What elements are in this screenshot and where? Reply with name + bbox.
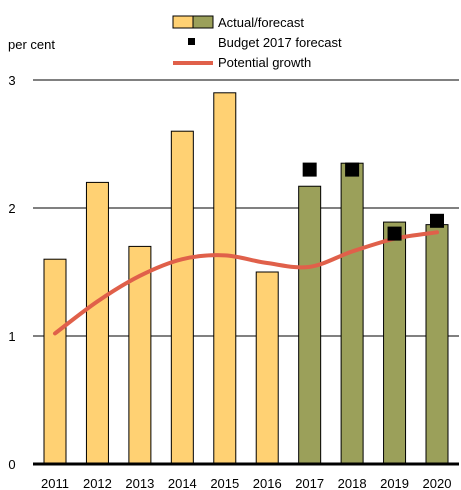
budget-marker-2017	[302, 162, 317, 177]
legend-label-actual: Actual/forecast	[218, 15, 304, 30]
budget-forecast-series	[302, 162, 444, 241]
x-tick-label-2019: 2019	[380, 476, 409, 490]
y-tick-label-3: 3	[8, 73, 15, 88]
bar-2011	[43, 258, 67, 465]
budget-marker-2020	[430, 213, 444, 228]
x-tick-label-2011: 2011	[41, 476, 69, 490]
x-tick-labels: 2011 2012 2013 2014 2015 2016 2017 2018 2019 2020	[41, 476, 451, 490]
y-axis-label: per cent	[8, 37, 55, 52]
bar-2014	[170, 130, 194, 465]
bars	[43, 92, 449, 465]
potential-growth-line	[53, 230, 439, 336]
legend-swatch-actual-left	[172, 15, 194, 29]
bar-2020	[425, 224, 449, 465]
budget-marker-2019	[387, 226, 402, 241]
y-tick-label-2: 2	[8, 201, 15, 216]
y-tick-label-1: 1	[8, 329, 15, 344]
bar-2016	[255, 271, 279, 465]
legend-label-potential: Potential growth	[218, 55, 311, 70]
y-tick-label-0: 0	[8, 457, 15, 472]
legend-swatch-actual-right	[192, 15, 214, 29]
x-tick-label-2014: 2014	[168, 476, 197, 490]
bar-2018	[340, 162, 364, 465]
budget-marker-2018	[345, 162, 360, 177]
x-tick-label-2012: 2012	[83, 476, 112, 490]
x-tick-label-2018: 2018	[338, 476, 367, 490]
bar-2017	[298, 185, 322, 465]
potential-growth-series	[53, 230, 439, 336]
legend: Actual/forecast Budget 2017 forecast Pot…	[172, 15, 342, 70]
bar-2019	[383, 221, 407, 465]
x-tick-label-2017: 2017	[295, 476, 324, 490]
y-tick-labels: 0 1 2 3	[8, 73, 15, 472]
x-tick-label-2020: 2020	[423, 476, 452, 490]
bar-2012	[85, 181, 109, 465]
x-tick-label-2015: 2015	[210, 476, 239, 490]
bar-2015	[213, 92, 237, 465]
legend-marker-budget	[188, 38, 195, 45]
x-tick-label-2013: 2013	[125, 476, 154, 490]
legend-label-budget: Budget 2017 forecast	[218, 35, 342, 50]
x-tick-label-2016: 2016	[253, 476, 282, 490]
